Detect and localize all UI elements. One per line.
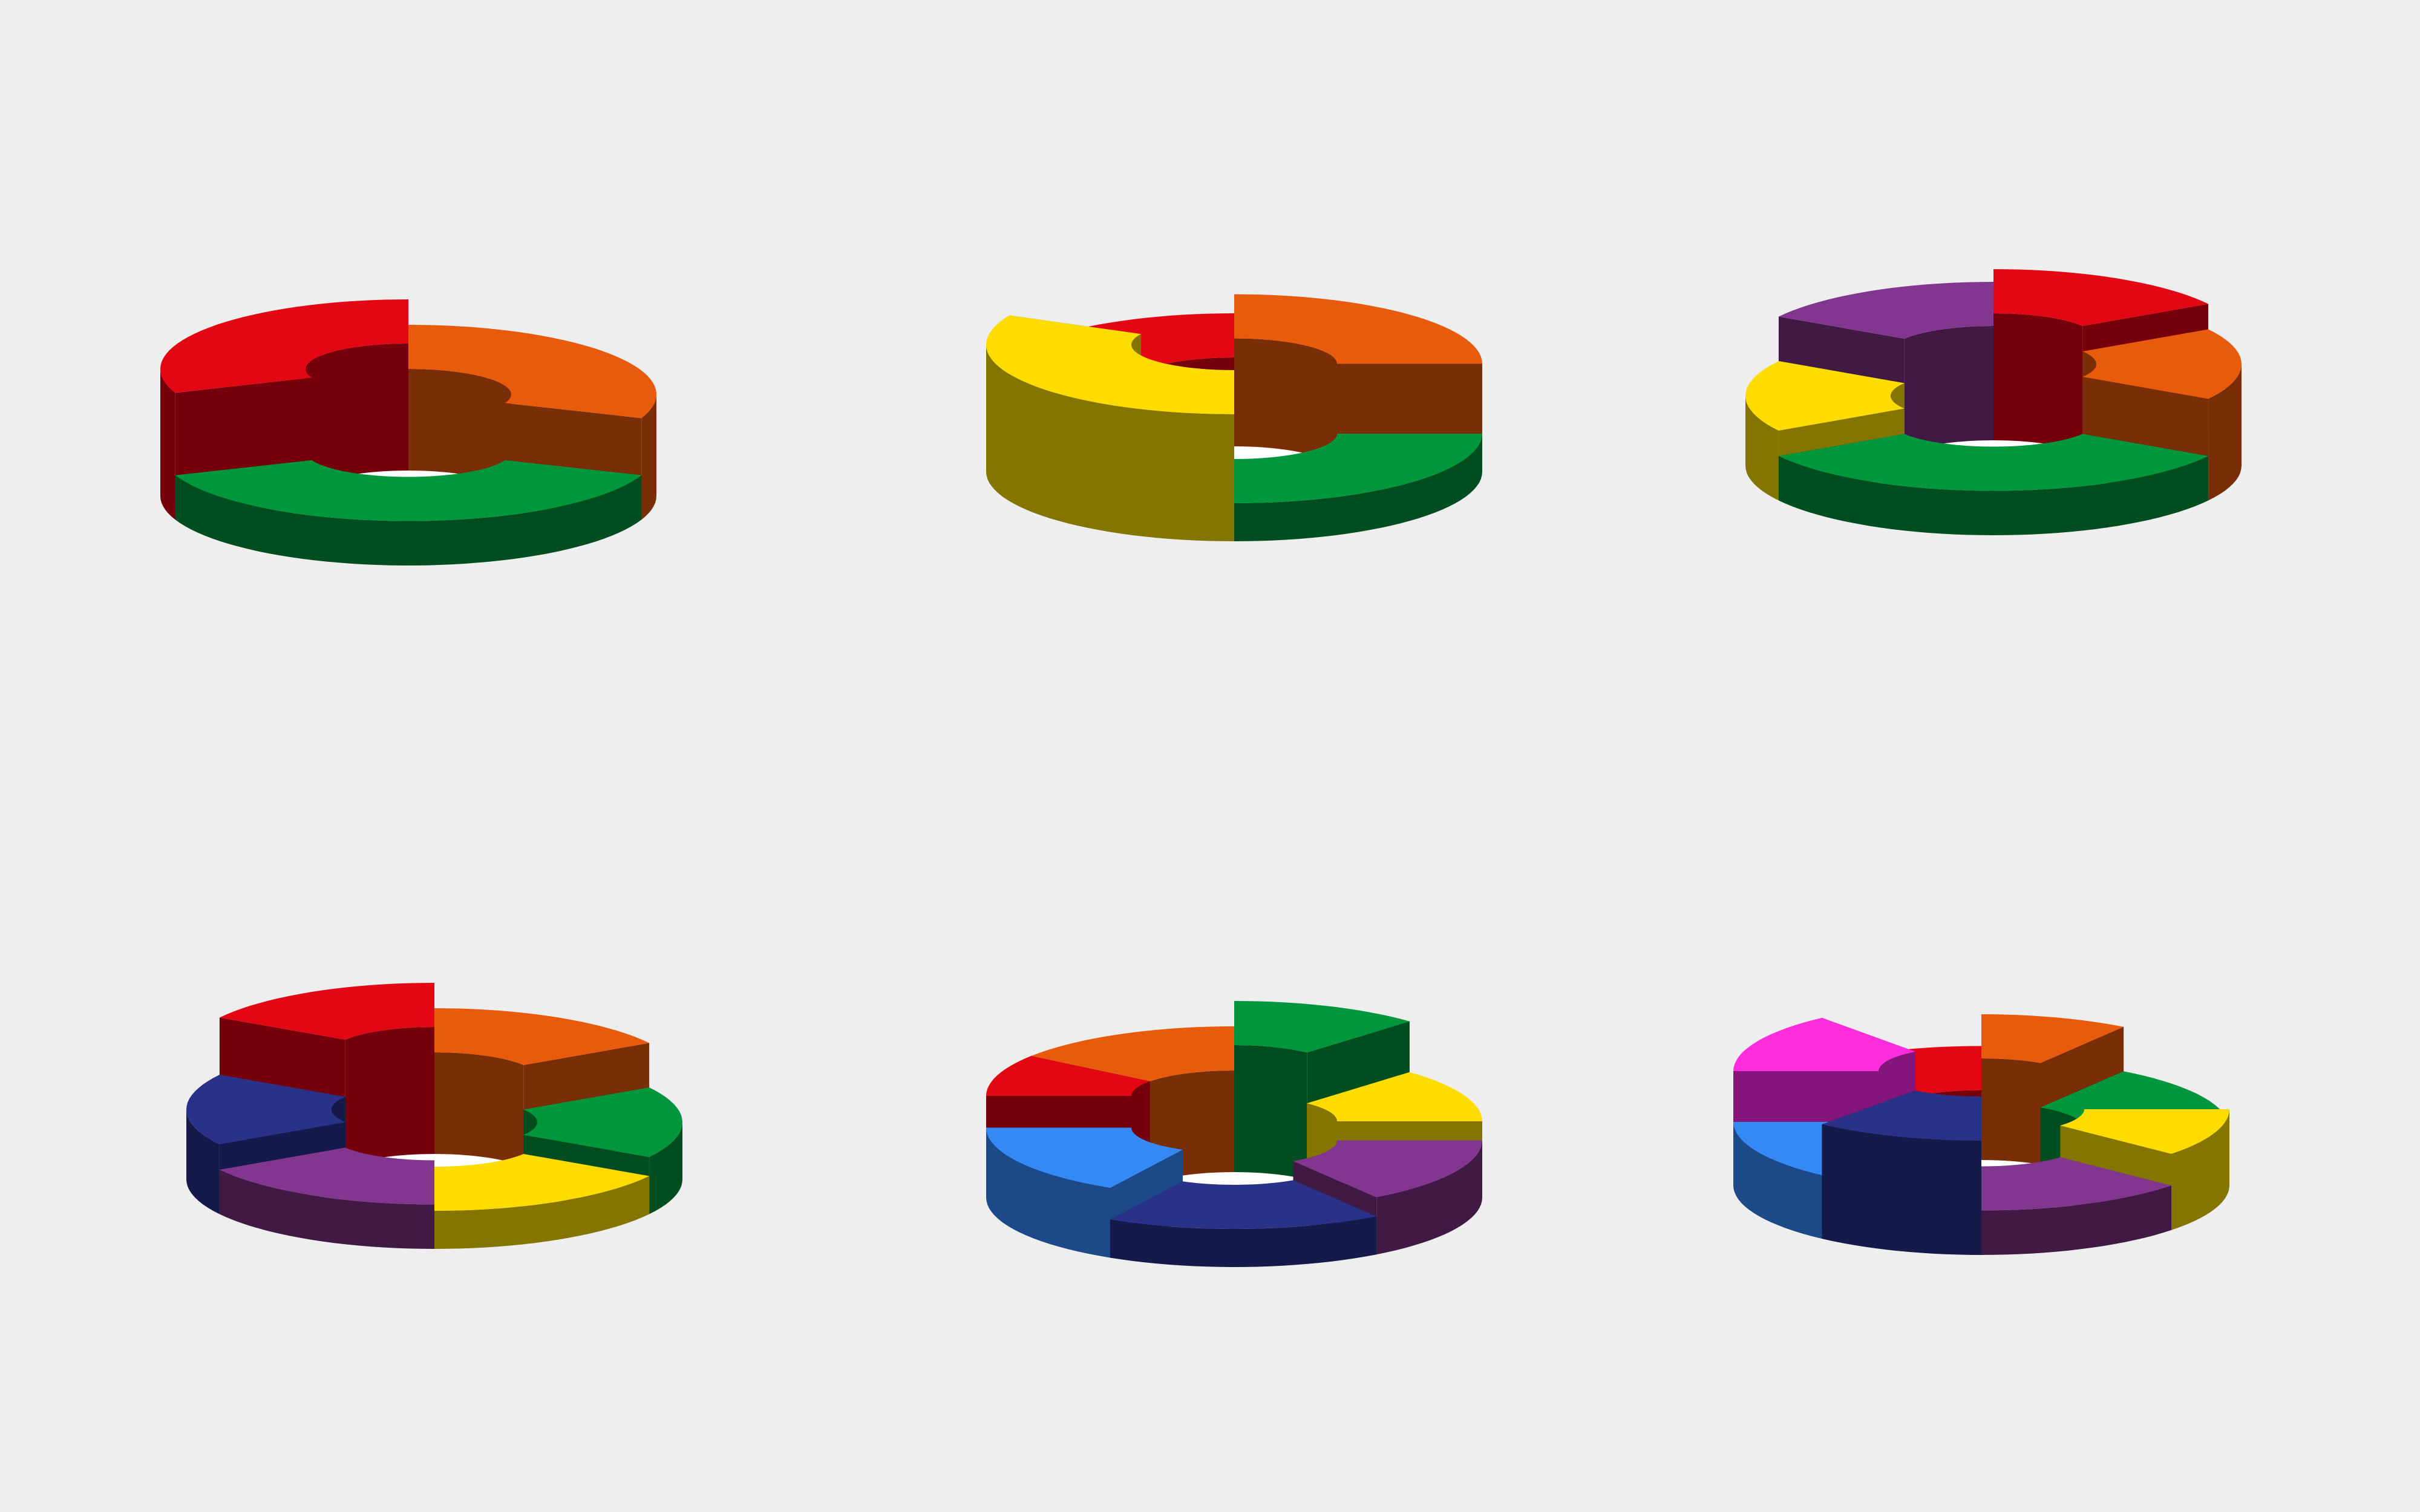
segment-outer-wall (641, 394, 656, 520)
segment-outer-wall (1822, 1124, 1981, 1255)
segment-outer-wall (160, 369, 175, 520)
segment-top-face (986, 1127, 1183, 1188)
segment-top-face (986, 315, 1234, 414)
segment-top-face (1234, 1001, 1410, 1053)
segment-outer-wall (986, 345, 1234, 541)
segment-top-face (1031, 1026, 1234, 1081)
donut-chart-2 (986, 294, 1482, 541)
segment-inner-wall (1981, 1058, 2041, 1165)
segment-top-face (1778, 282, 1993, 339)
segment-top-face (1733, 1017, 1915, 1071)
segment-top-face (986, 1056, 1150, 1096)
segment-inner-wall (434, 1052, 524, 1167)
segment-outer-wall (434, 1176, 650, 1249)
donut-chart-1 (160, 299, 656, 565)
donut-chart-3 (1745, 269, 2242, 535)
donut-segment (1234, 434, 1482, 541)
segment-inner-wall (1234, 1045, 1307, 1180)
segment-outer-wall (1733, 1122, 1822, 1239)
segment-outer-wall (649, 1122, 682, 1214)
segment-top-face (1981, 1014, 2124, 1063)
segment-top-face (434, 1154, 650, 1211)
donut-segment (1110, 1180, 1377, 1267)
segment-top-face (1293, 1140, 1482, 1198)
segment-top-face (434, 1008, 650, 1065)
segment-outer-wall (986, 1127, 1110, 1258)
donut-segment (175, 460, 642, 565)
segment-top-face (219, 983, 434, 1040)
segment-outer-wall (2171, 1109, 2229, 1230)
segment-top-face (1307, 1072, 1482, 1121)
segment-outer-wall (2208, 364, 2242, 501)
segment-inner-wall (306, 344, 408, 496)
segment-outer-wall (1981, 1185, 2172, 1255)
segment-top-face (175, 460, 642, 521)
segment-inner-wall (408, 369, 511, 496)
segment-outer-wall (1778, 456, 2209, 535)
segment-top-face (408, 325, 656, 419)
donut-segment (1822, 1090, 1981, 1255)
segment-outer-wall (1745, 396, 1779, 501)
donut-segment (986, 315, 1234, 541)
donut-segment (1778, 434, 2209, 535)
segment-outer-wall (1376, 1140, 1482, 1255)
segment-outer-wall (219, 1170, 434, 1249)
donut-chart-6 (1733, 1014, 2229, 1255)
donut-segment (219, 1147, 434, 1249)
segment-outer-wall (1234, 434, 1482, 541)
segment-top-face (1993, 269, 2209, 326)
segment-top-face (1981, 1157, 2172, 1211)
donut-segment (1981, 1157, 2172, 1255)
segment-inner-wall (1904, 326, 1993, 453)
segment-top-face (186, 1075, 345, 1144)
segment-outer-wall (175, 475, 642, 565)
segment-top-face (160, 299, 408, 393)
segment-inner-wall (1993, 313, 2083, 453)
segment-inner-wall (1234, 338, 1337, 472)
donut-chart-5 (986, 1001, 1482, 1267)
segment-top-face (2060, 1109, 2229, 1154)
segment-outer-wall (186, 1109, 220, 1214)
segment-top-face (1822, 1090, 1981, 1141)
donut-segment (434, 1154, 650, 1249)
segment-top-face (2082, 329, 2242, 399)
segment-top-face (1778, 434, 2209, 491)
segment-top-face (1745, 361, 1905, 431)
donut-chart-4 (186, 983, 682, 1249)
donut-segment (160, 299, 408, 520)
segment-top-face (219, 1147, 434, 1205)
segment-inner-wall (345, 1027, 434, 1167)
segment-outer-wall (1110, 1216, 1377, 1267)
segment-top-face (1234, 294, 1482, 364)
segment-top-face (1110, 1180, 1377, 1229)
segment-top-face (523, 1087, 682, 1157)
segment-top-face (1234, 434, 1482, 503)
